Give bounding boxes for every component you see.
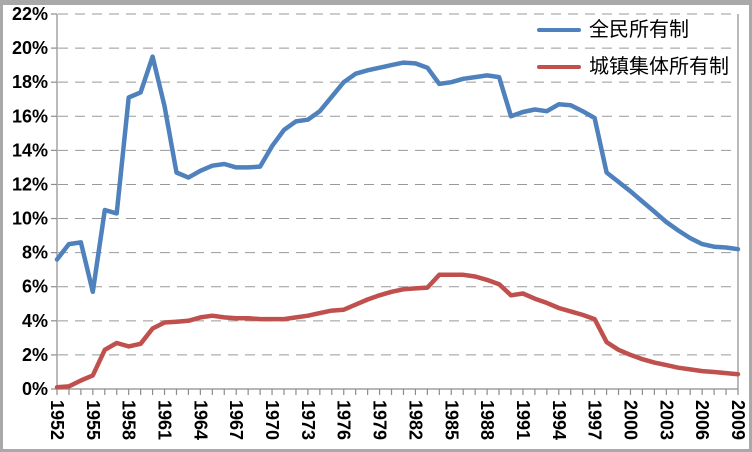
y-axis-label-14: 14% — [12, 140, 48, 160]
x-axis-label-1979: 1979 — [370, 400, 390, 440]
x-axis-label-1991: 1991 — [513, 400, 533, 440]
x-axis-label-1994: 1994 — [549, 400, 569, 440]
state-owned-line-icon — [537, 28, 581, 32]
x-axis-label-1964: 1964 — [190, 400, 210, 440]
x-axis-label-1958: 1958 — [119, 400, 139, 440]
series-line-urban-collective — [54, 272, 741, 390]
x-axis-label-1961: 1961 — [155, 400, 175, 440]
x-axis-label-1955: 1955 — [83, 400, 103, 440]
y-axis-label-6: 6% — [22, 277, 48, 297]
y-axis-label-10: 10% — [12, 209, 48, 229]
y-axis-label-2: 2% — [22, 345, 48, 365]
x-axis-label-1997: 1997 — [585, 400, 605, 440]
x-axis-label-2000: 2000 — [620, 400, 640, 440]
y-axis-label-16: 16% — [12, 106, 48, 126]
y-axis-label-0: 0% — [22, 379, 48, 399]
legend-entry-state-owned: 全民所有制 — [537, 17, 729, 43]
x-axis-label-1982: 1982 — [405, 400, 425, 440]
urban-collective-line-icon — [537, 65, 581, 69]
x-axis-label-1967: 1967 — [226, 400, 246, 440]
x-axis-label-2006: 2006 — [692, 400, 712, 440]
y-axis-label-22: 22% — [12, 4, 48, 24]
legend-label-state-owned: 全民所有制 — [589, 19, 689, 41]
x-axis-label-1985: 1985 — [441, 400, 461, 440]
y-axis-label-8: 8% — [22, 243, 48, 263]
x-axis-label-1970: 1970 — [262, 400, 282, 440]
x-axis-label-1973: 1973 — [298, 400, 318, 440]
legend-label-urban-collective: 城镇集体所有制 — [589, 56, 729, 78]
x-axis-label-1952: 1952 — [47, 400, 67, 440]
x-axis-label-2009: 2009 — [728, 400, 748, 440]
y-axis-label-4: 4% — [22, 311, 48, 331]
x-axis-label-1976: 1976 — [334, 400, 354, 440]
y-axis-label-20: 20% — [12, 38, 48, 58]
legend: 全民所有制 城镇集体所有制 — [537, 17, 729, 80]
x-axis-label-1988: 1988 — [477, 400, 497, 440]
legend-entry-urban-collective: 城镇集体所有制 — [537, 54, 729, 80]
y-axis-label-12: 12% — [12, 174, 48, 194]
series-line-state-owned — [54, 54, 741, 295]
x-axis-label-2003: 2003 — [656, 400, 676, 440]
y-axis-label-18: 18% — [12, 72, 48, 92]
